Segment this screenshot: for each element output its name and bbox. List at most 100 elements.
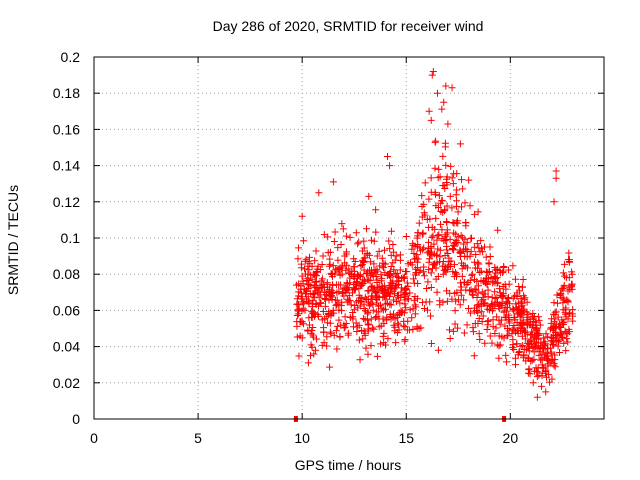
data-point (550, 198, 558, 206)
data-point (346, 274, 354, 282)
data-point (318, 341, 326, 349)
data-point (313, 335, 321, 343)
data-point (391, 315, 399, 323)
y-tick-label: 0.04 (53, 339, 80, 355)
data-point (345, 297, 353, 305)
data-point (474, 289, 482, 297)
data-point (537, 356, 545, 364)
data-point (473, 277, 481, 285)
data-point (404, 295, 412, 303)
data-point (328, 281, 336, 289)
data-point (326, 248, 334, 256)
data-point (432, 137, 440, 145)
data-point (427, 116, 435, 124)
x-tick-label: 15 (398, 430, 414, 446)
data-point (468, 270, 476, 278)
data-point (461, 278, 469, 286)
data-point (374, 283, 382, 291)
data-point (476, 336, 484, 344)
data-point (351, 258, 359, 266)
data-point (491, 275, 499, 283)
data-point (373, 276, 381, 284)
data-point (543, 354, 551, 362)
data-point (335, 316, 343, 324)
data-point (300, 237, 308, 245)
data-point (319, 252, 327, 260)
data-point (446, 263, 454, 271)
data-point (454, 238, 462, 246)
data-point (338, 262, 346, 270)
data-point (364, 295, 372, 303)
data-point (484, 268, 492, 276)
data-point (458, 272, 466, 280)
data-point (481, 290, 489, 298)
data-point (369, 306, 377, 314)
data-point (550, 323, 558, 331)
data-point (477, 267, 485, 275)
data-point (509, 262, 517, 270)
data-point (433, 236, 441, 244)
data-point (429, 67, 437, 75)
data-point (508, 344, 516, 352)
data-point (339, 225, 347, 233)
data-point (297, 285, 305, 293)
data-point (396, 266, 404, 274)
data-point (542, 330, 550, 338)
data-point (548, 315, 556, 323)
data-point (470, 307, 478, 315)
data-point (409, 275, 417, 283)
data-point (307, 341, 315, 349)
data-point (413, 258, 421, 266)
data-point (333, 296, 341, 304)
data-point (512, 361, 520, 369)
data-point (486, 253, 494, 261)
data-point (329, 306, 337, 314)
y-tick-label: 0.08 (53, 266, 80, 282)
data-point (362, 344, 370, 352)
data-point (329, 178, 337, 186)
data-point (432, 264, 440, 272)
data-point (423, 284, 431, 292)
data-point (482, 253, 490, 261)
data-point (522, 346, 530, 354)
data-point (321, 302, 329, 310)
data-point (552, 167, 560, 175)
data-point (466, 252, 474, 260)
data-point (495, 285, 503, 293)
data-point (357, 262, 365, 270)
data-point (565, 249, 573, 257)
data-point (564, 287, 572, 295)
data-point (330, 331, 338, 339)
data-point (401, 335, 409, 343)
data-point (347, 270, 355, 278)
data-point (392, 298, 400, 306)
data-point (436, 253, 444, 261)
data-point (387, 262, 395, 270)
data-point (378, 254, 386, 262)
data-point (526, 315, 534, 323)
data-point (509, 305, 517, 313)
data-point (298, 272, 306, 280)
data-point (495, 342, 503, 350)
data-point (346, 233, 354, 241)
data-point (424, 278, 432, 286)
data-point (373, 288, 381, 296)
data-point (360, 237, 368, 245)
data-point (502, 351, 510, 359)
data-point (295, 352, 303, 360)
data-point (469, 291, 477, 299)
data-point (363, 225, 371, 233)
data-point (307, 282, 315, 290)
data-point (387, 227, 395, 235)
data-point (373, 252, 381, 260)
data-point (333, 322, 341, 330)
data-point (389, 240, 397, 248)
data-point (394, 319, 402, 327)
data-point (386, 271, 394, 279)
data-point (544, 355, 552, 363)
data-point (299, 305, 307, 313)
data-point (437, 220, 445, 228)
data-point (481, 299, 489, 307)
data-point (463, 321, 471, 329)
data-point (373, 299, 381, 307)
